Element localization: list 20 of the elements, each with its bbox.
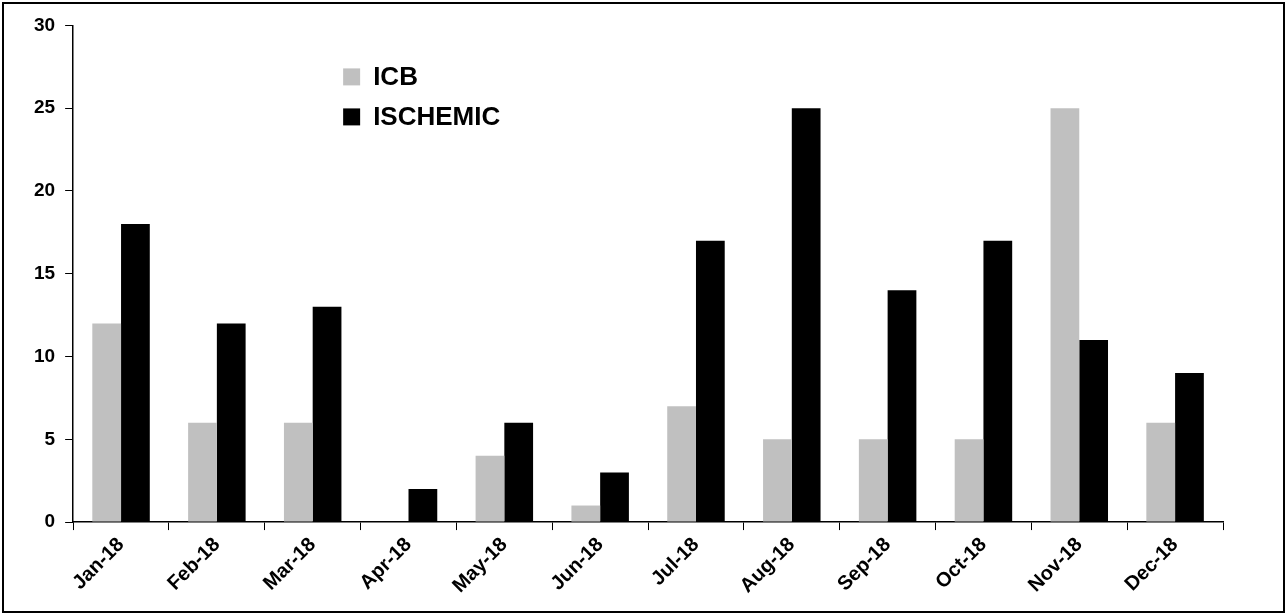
bar [667,406,696,522]
y-tick-label: 5 [44,427,56,449]
legend-label: ICB [373,60,418,91]
bar [1146,422,1176,522]
y-tick-label: 30 [33,13,56,35]
bar [954,439,984,522]
legend-label: ISCHEMIC [373,100,501,131]
bar [188,422,217,522]
bar [763,439,792,522]
bar [283,422,313,522]
y-tick-label: 25 [33,96,56,118]
y-tick-label: 10 [33,344,56,366]
y-tick-label: 15 [33,261,56,283]
bar [92,323,122,522]
bar [1050,108,1080,522]
y-tick-label: 0 [44,510,56,532]
bar [571,505,601,522]
y-tick-label: 20 [33,179,56,201]
bar [858,439,888,522]
bar [475,455,505,522]
